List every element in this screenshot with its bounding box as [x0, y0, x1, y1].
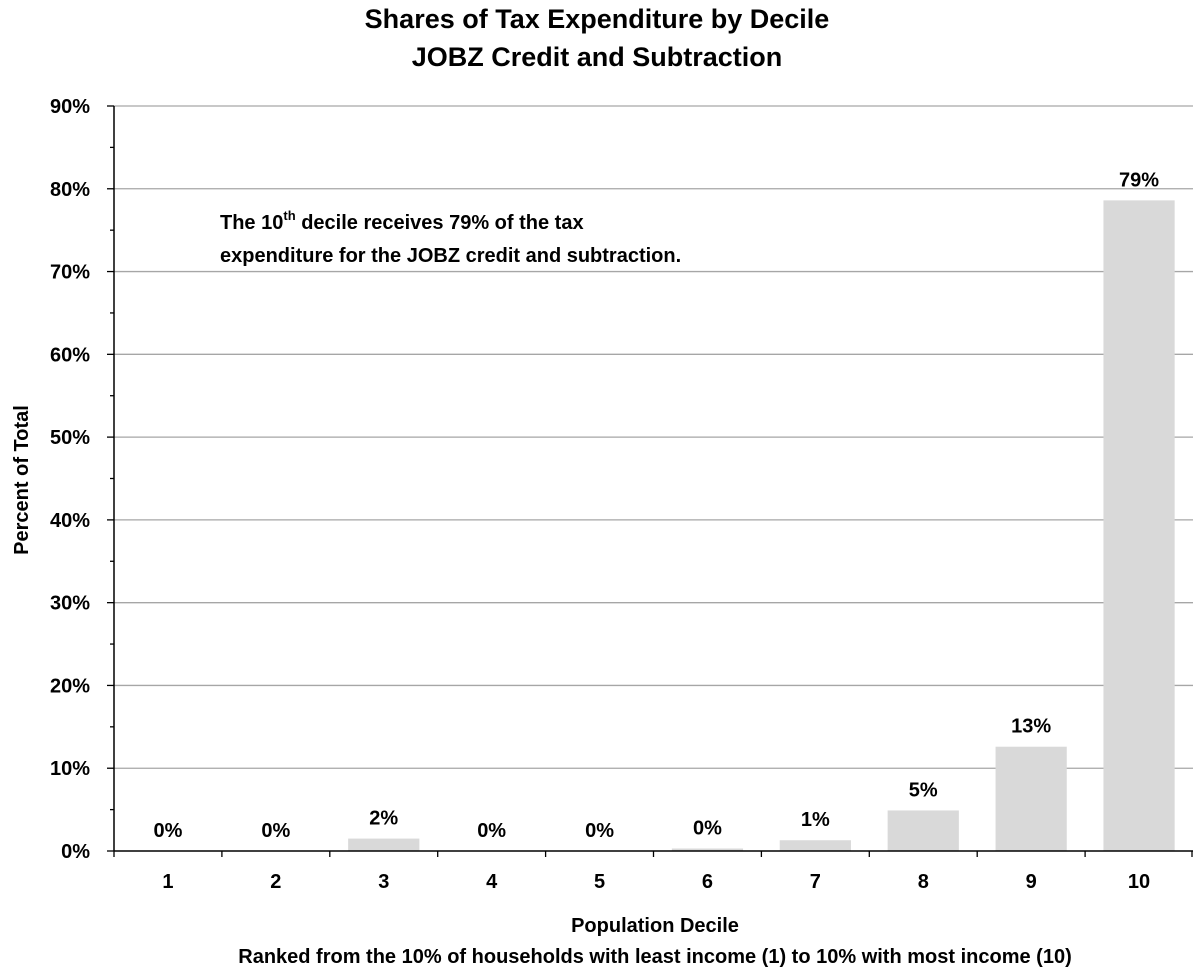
x-tick-label: 9 [1026, 871, 1037, 893]
x-tick-label: 6 [702, 871, 713, 893]
x-tick-label: 4 [486, 871, 498, 893]
y-tick-label: 30% [50, 593, 90, 615]
data-label: 0% [153, 820, 182, 842]
y-tick-label: 80% [50, 179, 90, 201]
data-label: 0% [261, 820, 290, 842]
annotation-line-1: The 10th decile receives 79% of the tax [220, 208, 584, 234]
y-tick-label: 60% [50, 344, 90, 366]
y-tick-label: 40% [50, 510, 90, 532]
y-tick-label: 90% [50, 96, 90, 118]
bar [1103, 200, 1175, 851]
bar [995, 746, 1067, 851]
y-axis-title: Percent of Total [11, 405, 33, 555]
data-label: 5% [909, 779, 938, 801]
x-tick-label: 5 [594, 871, 605, 893]
bar [887, 810, 959, 851]
y-tick-label: 70% [50, 262, 90, 284]
chart-title: Shares of Tax Expenditure by Decile [365, 4, 830, 34]
data-label: 0% [585, 820, 614, 842]
gridlines [114, 105, 1193, 769]
annotation-superscript: th [283, 208, 295, 223]
annotation-suffix: decile receives 79% of the tax [296, 212, 584, 234]
y-tick-label: 50% [50, 427, 90, 449]
x-tick-label: 7 [810, 871, 821, 893]
y-tick-label: 10% [50, 758, 90, 780]
chart-subtitle: JOBZ Credit and Subtraction [412, 42, 783, 72]
annotation-line-2: expenditure for the JOBZ credit and subt… [220, 245, 681, 267]
x-tick-label: 2 [270, 871, 281, 893]
data-label: 2% [369, 808, 398, 830]
x-tick-labels: 1 2 3 4 5 6 7 8 9 10 [162, 871, 1150, 893]
data-label: 13% [1011, 716, 1051, 738]
x-tick-label: 8 [918, 871, 929, 893]
bar [348, 838, 420, 851]
y-tick-labels: 0% 10% 20% 30% 40% 50% 60% 70% 80% 90% [50, 96, 90, 863]
x-tick-label: 1 [162, 871, 173, 893]
data-label: 0% [477, 820, 506, 842]
x-axis-title: Population Decile [571, 915, 739, 937]
data-label: 1% [801, 809, 830, 831]
data-label: 79% [1119, 169, 1159, 191]
data-labels: 0% 0% 2% 0% 0% 0% 1% 5% 13% 79% [153, 169, 1159, 842]
y-tick-label: 0% [61, 841, 90, 863]
x-axis-subtitle: Ranked from the 10% of households with l… [238, 946, 1071, 968]
bar [671, 848, 744, 851]
y-tick-label: 20% [50, 675, 90, 697]
x-tick-label: 3 [378, 871, 389, 893]
x-tick-label: 10 [1128, 871, 1150, 893]
bar [779, 840, 851, 851]
data-label: 0% [693, 818, 722, 840]
annotation-prefix: The 10 [220, 212, 283, 234]
axes [107, 105, 1193, 857]
bars [348, 200, 1175, 851]
